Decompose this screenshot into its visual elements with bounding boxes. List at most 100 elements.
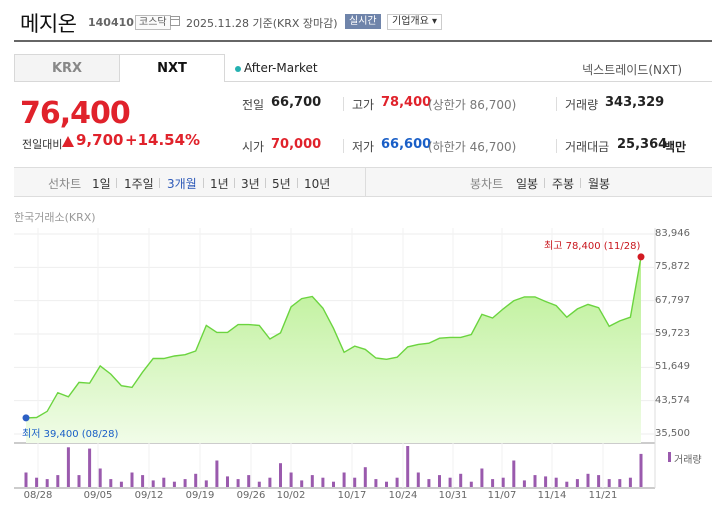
volume-bar xyxy=(597,475,601,487)
range-separator xyxy=(234,178,235,188)
x-tick-label: 09/26 xyxy=(236,490,266,501)
volume-bar xyxy=(151,480,155,487)
y-tick-label: 51,649 xyxy=(655,361,690,373)
volume-bar xyxy=(35,477,39,487)
change-percent: +14.54% xyxy=(125,131,201,149)
change-label: 전일대비 xyxy=(22,138,63,151)
volume-bar xyxy=(332,481,335,487)
range-3y[interactable]: 3년 xyxy=(241,177,260,191)
low-value: 66,600 xyxy=(381,137,432,152)
x-tick-label: 09/19 xyxy=(185,490,215,501)
prev-close-value: 66,700 xyxy=(271,95,322,110)
low-marker xyxy=(22,414,30,422)
volume-bar xyxy=(300,480,304,487)
low-annotation: 최저 39,400 (08/28) xyxy=(22,429,119,440)
y-tick-label: 75,872 xyxy=(655,261,690,273)
volume-legend: 거래량 xyxy=(674,455,702,466)
volume-bar xyxy=(575,479,579,487)
volume-bar xyxy=(554,477,558,487)
volume-bar xyxy=(66,447,70,487)
volume-bar xyxy=(342,472,346,487)
volume-bar xyxy=(162,477,166,487)
candle-daily[interactable]: 일봉 xyxy=(516,177,539,191)
upper-limit-text: (상한가 86,700) xyxy=(428,98,517,112)
tab-krx[interactable]: KRX xyxy=(14,54,120,82)
range-1y[interactable]: 1년 xyxy=(210,177,229,191)
volume-bar xyxy=(56,475,60,487)
volume-bar xyxy=(119,481,123,487)
change-value: 9,700 xyxy=(76,131,124,149)
high-annotation: 최고 78,400 (11/28) xyxy=(544,241,641,252)
range-3m[interactable]: 3개월 xyxy=(167,177,197,191)
tab-underline xyxy=(225,81,712,82)
volume-bar xyxy=(501,477,505,487)
x-tick-label: 11/07 xyxy=(487,490,517,501)
volume-bar xyxy=(98,468,102,487)
volume-bar xyxy=(194,473,198,487)
volume-bar xyxy=(586,473,590,487)
x-tick-label: 11/14 xyxy=(537,490,567,501)
volume-bar xyxy=(395,477,399,487)
tab-nxt[interactable]: NXT xyxy=(119,54,225,82)
stock-name: 메지온 xyxy=(20,12,77,36)
x-tick-label: 09/05 xyxy=(83,490,113,501)
volume-bar xyxy=(204,480,208,487)
volume-bar xyxy=(385,481,388,487)
volume-bar xyxy=(427,479,431,487)
volume-bar xyxy=(469,481,473,487)
range-separator xyxy=(203,178,204,188)
volume-value: 343,329 xyxy=(605,95,665,110)
volume-bar xyxy=(257,481,261,487)
range-10y[interactable]: 10년 xyxy=(304,177,331,191)
range-1w[interactable]: 1주일 xyxy=(124,177,154,191)
volume-bar xyxy=(618,479,622,487)
volume-bar xyxy=(639,453,643,487)
x-tick-label: 11/21 xyxy=(588,490,618,501)
candle-monthly[interactable]: 월봉 xyxy=(588,177,611,191)
date-text: 2025.11.28 기준(KRX 장마감) xyxy=(186,17,338,30)
range-separator xyxy=(544,178,545,188)
volume-bar xyxy=(406,446,410,487)
range-1d[interactable]: 1일 xyxy=(92,177,111,191)
amount-label: 거래대금 xyxy=(565,140,610,154)
high-value: 78,400 xyxy=(381,95,432,110)
volume-bar xyxy=(544,476,548,487)
volume-bar xyxy=(533,475,537,487)
range-separator xyxy=(265,178,266,188)
volume-bar xyxy=(236,479,240,487)
stat-separator xyxy=(343,139,344,153)
volume-bar xyxy=(448,477,452,487)
volume-bar xyxy=(88,448,92,487)
nxt-link[interactable]: 넥스트레이드(NXT) xyxy=(582,63,682,77)
volume-bar xyxy=(109,479,113,487)
stat-separator xyxy=(556,139,557,153)
volume-bar xyxy=(77,475,81,487)
candle-weekly[interactable]: 주봉 xyxy=(552,177,575,191)
range-5y[interactable]: 5년 xyxy=(272,177,291,191)
realtime-button[interactable]: 실시간 xyxy=(345,14,381,29)
company-overview-button[interactable]: 기업개요 ▾ xyxy=(387,14,442,30)
after-market-label: After-Market xyxy=(244,61,318,75)
volume-bar xyxy=(480,468,484,487)
x-tick-label: 10/17 xyxy=(337,490,367,501)
volume-label: 거래량 xyxy=(565,98,599,112)
x-tick-label: 10/31 xyxy=(438,490,468,501)
volume-bar xyxy=(353,477,357,487)
source-label: 한국거래소(KRX) xyxy=(14,211,96,224)
range-separator xyxy=(116,178,117,188)
high-marker xyxy=(637,253,645,261)
stat-separator xyxy=(343,97,344,111)
volume-bar xyxy=(45,479,49,487)
x-tick-label: 08/28 xyxy=(23,490,53,501)
low-label: 저가 xyxy=(352,140,375,154)
after-market-dot-icon xyxy=(235,66,241,72)
open-label: 시가 xyxy=(242,140,265,154)
volume-bar xyxy=(491,479,495,487)
volume-bar xyxy=(24,472,28,487)
volume-bar xyxy=(565,481,569,487)
x-tick-label: 10/02 xyxy=(276,490,306,501)
volume-bar xyxy=(374,479,378,487)
range-bar xyxy=(14,167,712,197)
calendar-icon xyxy=(170,16,180,26)
